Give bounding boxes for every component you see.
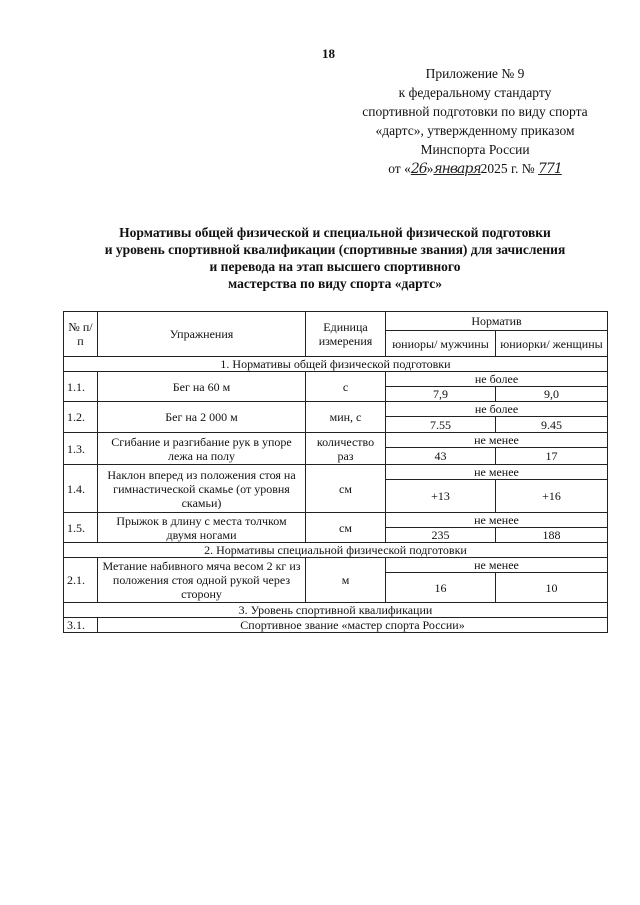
title-line: и уровень спортивной квалификации (спорт… (104, 242, 566, 257)
male-value: 16 (385, 572, 496, 603)
appendix-line: спортивной подготовки по виду спорта (362, 104, 588, 119)
male-value: +13 (385, 479, 496, 513)
header-female: юниорки/ женщины (495, 330, 608, 357)
row-number: 1.2. (63, 401, 98, 433)
norm-condition: не менее (385, 432, 608, 448)
norm-condition: не более (385, 371, 608, 387)
norm-condition: не менее (385, 557, 608, 573)
header-unit: Единица измерения (305, 311, 386, 357)
date-prefix: от « (388, 161, 411, 176)
female-value: 9,0 (495, 386, 608, 402)
row-number: 3.1. (63, 617, 98, 633)
exercise-name: Наклон вперед из положения стоя на гимна… (97, 464, 306, 513)
handwritten-day: 26 (410, 161, 428, 177)
row-number: 1.5. (63, 512, 98, 543)
standards-table: № п/п Упражнения Единица измерения Норма… (63, 311, 608, 633)
male-value: 235 (385, 527, 496, 543)
header-exercise: Упражнения (97, 311, 306, 357)
appendix-line: Приложение № 9 (425, 66, 525, 81)
exercise-name: Метание набивного мяча весом 2 кг из пол… (97, 557, 306, 603)
qualification-text: Спортивное звание «мастер спорта России» (97, 617, 608, 633)
order-date-line: от «26»января2025 г. № 771 (330, 159, 620, 179)
header-male: юниоры/ мужчины (385, 330, 496, 357)
exercise-name: Сгибание и разгибание рук в упоре лежа н… (97, 432, 306, 465)
table-row: 1.1. Бег на 60 м с не более (63, 371, 608, 402)
title-line: Нормативы общей физической и специальной… (119, 225, 551, 240)
title-line: и перевода на этап высшего спортивного (209, 259, 461, 274)
header-num: № п/п (63, 311, 98, 357)
table-row: 1.3. Сгибание и разгибание рук в упоре ле… (63, 432, 608, 465)
table-row: 2.1. Метание набивного мяча весом 2 кг из… (63, 557, 608, 603)
exercise-name: Бег на 2 000 м (97, 401, 306, 433)
table-row: 1.4. Наклон вперед из положения стоя на г… (63, 464, 608, 513)
unit: мин, с (305, 401, 386, 433)
row-number: 1.3. (63, 432, 98, 465)
female-value: 10 (495, 572, 608, 603)
norm-condition: не менее (385, 512, 608, 528)
unit: см (305, 464, 386, 513)
exercise-name: Бег на 60 м (97, 371, 306, 402)
appendix-line: «дартс», утвержденному приказом (375, 123, 575, 138)
table-row: 1.2. Бег на 2 000 м мин, с не более (63, 401, 608, 433)
unit: см (305, 512, 386, 543)
handwritten-order-number: 771 (538, 161, 563, 177)
unit: м (305, 557, 386, 603)
unit: количество раз (305, 432, 386, 465)
page-number: 18 (322, 46, 335, 61)
norm-condition: не менее (385, 464, 608, 480)
appendix-line: к федеральному стандарту (398, 85, 552, 100)
exercise-name: Прыжок в длину с места толчком двумя ног… (97, 512, 306, 543)
date-mid: » (426, 161, 434, 176)
male-value: 7,9 (385, 386, 496, 402)
appendix-line: Минспорта России (420, 142, 530, 157)
title-line: мастерства по виду спорта «дартс» (228, 276, 442, 291)
header-norm: Норматив (385, 311, 608, 331)
handwritten-month: января (433, 161, 481, 177)
table-row: 1.5. Прыжок в длину с места толчком двумя… (63, 512, 608, 543)
female-value: 188 (495, 527, 608, 543)
section-title: 1. Нормативы общей физической подготовки (63, 356, 608, 372)
female-value: 9.45 (495, 416, 608, 433)
appendix-header: Приложение № 9 к федеральному стандарту … (330, 64, 620, 179)
row-number: 2.1. (63, 557, 98, 603)
female-value: +16 (495, 479, 608, 513)
section-title: 3. Уровень спортивной квалификации (63, 602, 608, 618)
unit: с (305, 371, 386, 402)
year-text: 2025 г. № (480, 161, 535, 176)
row-number: 1.4. (63, 464, 98, 513)
male-value: 43 (385, 447, 496, 465)
document-title: Нормативы общей физической и специальной… (60, 224, 610, 292)
row-number: 1.1. (63, 371, 98, 402)
female-value: 17 (495, 447, 608, 465)
male-value: 7.55 (385, 416, 496, 433)
norm-condition: не более (385, 401, 608, 417)
section-title: 2. Нормативы специальной физической подг… (63, 542, 608, 558)
